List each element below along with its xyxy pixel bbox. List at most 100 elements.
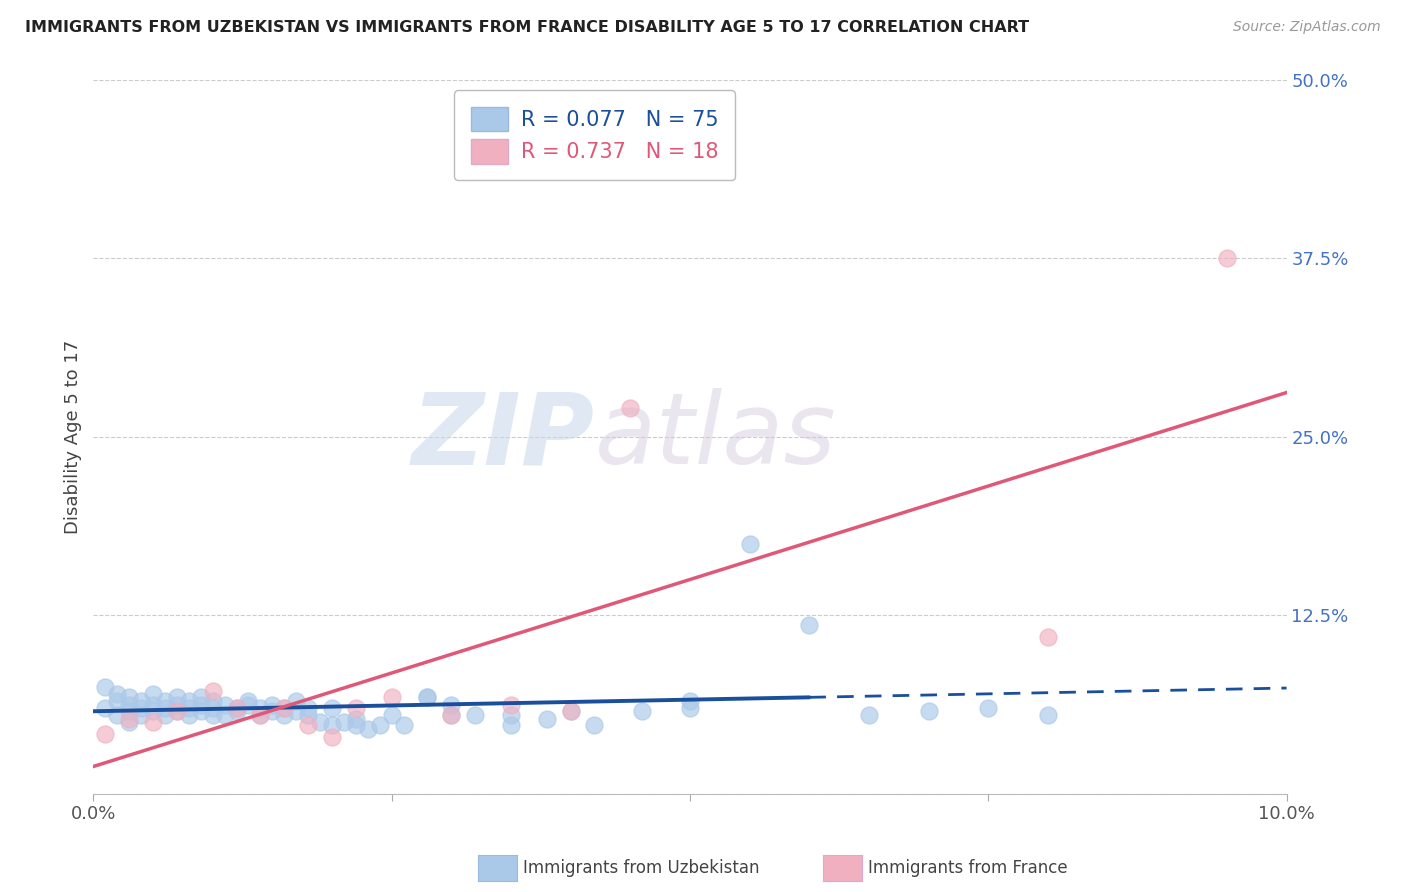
Point: [118, 690, 141, 704]
Point: [105, 687, 128, 701]
Point: [225, 701, 247, 715]
Point: [177, 708, 200, 723]
Text: atlas: atlas: [595, 388, 837, 485]
Point: [297, 701, 319, 715]
Point: [214, 708, 236, 723]
Point: [142, 698, 165, 713]
Point: [321, 718, 343, 732]
Point: [273, 701, 295, 715]
Point: [344, 713, 367, 727]
Point: [129, 708, 152, 723]
Point: [190, 690, 212, 704]
Point: [262, 704, 284, 718]
Point: [536, 713, 558, 727]
Point: [153, 708, 176, 723]
Point: [381, 708, 404, 723]
Point: [214, 698, 236, 713]
Point: [118, 715, 141, 730]
Text: Immigrants from Uzbekistan: Immigrants from Uzbekistan: [523, 859, 759, 877]
Point: [560, 704, 582, 718]
Point: [1036, 708, 1059, 723]
Point: [499, 718, 522, 732]
Point: [499, 708, 522, 723]
Point: [249, 708, 271, 723]
Point: [94, 727, 117, 741]
Text: Source: ZipAtlas.com: Source: ZipAtlas.com: [1233, 20, 1381, 34]
Point: [679, 701, 702, 715]
Point: [977, 701, 1000, 715]
Point: [392, 718, 415, 732]
Point: [166, 698, 188, 713]
Point: [225, 704, 247, 718]
Point: [357, 723, 380, 737]
Text: IMMIGRANTS FROM UZBEKISTAN VS IMMIGRANTS FROM FRANCE DISABILITY AGE 5 TO 17 CORR: IMMIGRANTS FROM UZBEKISTAN VS IMMIGRANTS…: [25, 20, 1029, 35]
Point: [166, 690, 188, 704]
Point: [273, 708, 295, 723]
Point: [190, 698, 212, 713]
Point: [118, 713, 141, 727]
Point: [225, 701, 247, 715]
Point: [917, 704, 939, 718]
Text: ZIP: ZIP: [412, 388, 595, 485]
Point: [201, 708, 224, 723]
Point: [1216, 252, 1239, 266]
Point: [440, 708, 463, 723]
Point: [129, 694, 152, 708]
Point: [333, 715, 356, 730]
Point: [321, 701, 343, 715]
Point: [464, 708, 486, 723]
Text: Immigrants from France: Immigrants from France: [868, 859, 1067, 877]
Point: [177, 701, 200, 715]
Point: [201, 694, 224, 708]
Point: [177, 694, 200, 708]
Point: [190, 704, 212, 718]
Point: [297, 708, 319, 723]
Point: [201, 684, 224, 698]
Point: [285, 694, 308, 708]
Point: [118, 704, 141, 718]
Point: [166, 704, 188, 718]
Point: [249, 708, 271, 723]
Point: [799, 618, 821, 632]
Y-axis label: Disability Age 5 to 17: Disability Age 5 to 17: [65, 340, 82, 534]
Point: [344, 701, 367, 715]
Point: [416, 690, 439, 704]
Point: [858, 708, 880, 723]
Point: [297, 718, 319, 732]
Point: [94, 701, 117, 715]
Legend: R = 0.077   N = 75, R = 0.737   N = 18: R = 0.077 N = 75, R = 0.737 N = 18: [454, 90, 735, 180]
Point: [560, 704, 582, 718]
Point: [440, 708, 463, 723]
Point: [499, 698, 522, 713]
Point: [1036, 630, 1059, 644]
Point: [142, 687, 165, 701]
Point: [368, 718, 391, 732]
Point: [238, 694, 260, 708]
Point: [153, 701, 176, 715]
Point: [105, 708, 128, 723]
Point: [238, 698, 260, 713]
Point: [94, 680, 117, 694]
Point: [153, 694, 176, 708]
Point: [249, 701, 271, 715]
Point: [285, 704, 308, 718]
Point: [631, 704, 654, 718]
Point: [273, 701, 295, 715]
Point: [142, 715, 165, 730]
Point: [344, 718, 367, 732]
Point: [105, 694, 128, 708]
Point: [201, 701, 224, 715]
Point: [142, 704, 165, 718]
Point: [309, 715, 332, 730]
Point: [166, 704, 188, 718]
Point: [262, 698, 284, 713]
Point: [679, 694, 702, 708]
Point: [416, 690, 439, 704]
Point: [583, 718, 606, 732]
Point: [129, 701, 152, 715]
Point: [118, 698, 141, 713]
Point: [738, 537, 761, 551]
Point: [321, 730, 343, 744]
Point: [619, 401, 641, 416]
Point: [381, 690, 404, 704]
